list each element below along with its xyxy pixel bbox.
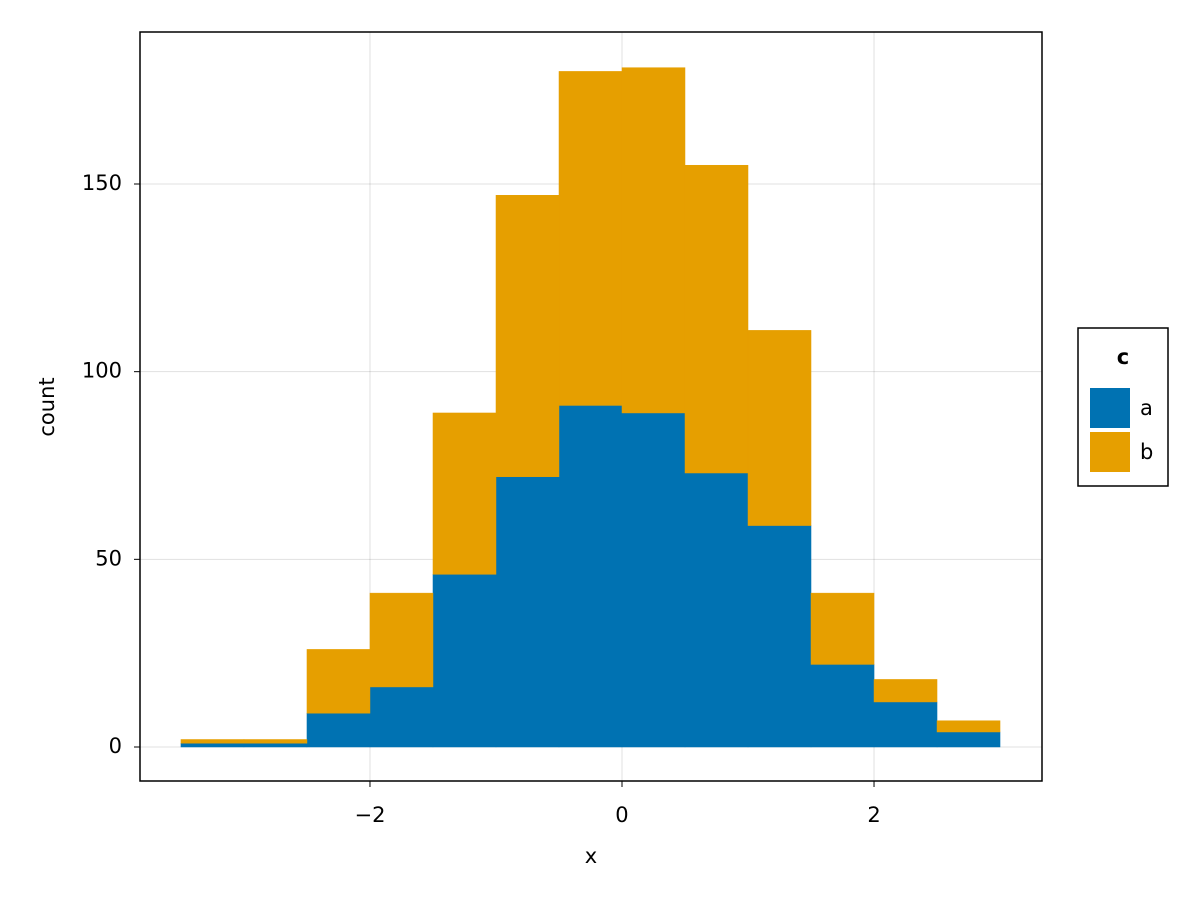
bar	[243, 739, 308, 744]
bar	[180, 739, 245, 744]
x-tick-label: 0	[615, 803, 628, 827]
bar	[306, 649, 371, 714]
bar	[180, 742, 245, 748]
bar	[936, 720, 1001, 733]
y-tick-label: 0	[109, 734, 122, 758]
x-tick-label: 2	[867, 803, 880, 827]
bar	[621, 412, 686, 748]
bar	[873, 679, 938, 703]
bar	[558, 405, 623, 748]
y-tick-label: 100	[82, 359, 122, 383]
bar	[936, 731, 1001, 748]
bar	[747, 525, 812, 748]
bar	[432, 574, 497, 748]
y-tick-label: 150	[82, 171, 122, 195]
bar	[621, 67, 686, 414]
legend-swatch	[1090, 388, 1130, 428]
bar	[243, 742, 308, 748]
x-tick-label: −2	[354, 803, 385, 827]
bar	[369, 686, 434, 748]
y-tick-label: 50	[95, 546, 122, 570]
bar	[306, 712, 371, 748]
plot-frame	[139, 31, 1043, 782]
y-axis-label: count	[35, 377, 59, 436]
bar	[873, 701, 938, 748]
x-axis-label: x	[585, 844, 597, 868]
bar	[369, 592, 434, 688]
legend-title: c	[1117, 345, 1129, 369]
legend-swatch	[1090, 432, 1130, 472]
bar	[810, 592, 875, 665]
legend-label: b	[1140, 440, 1153, 464]
bar	[495, 195, 560, 478]
bar	[558, 71, 623, 406]
bar	[684, 472, 749, 748]
bar	[684, 164, 749, 474]
bar	[495, 476, 560, 748]
legend-label: a	[1140, 396, 1153, 420]
bar	[432, 412, 497, 575]
bar	[747, 330, 812, 526]
bar	[810, 664, 875, 748]
